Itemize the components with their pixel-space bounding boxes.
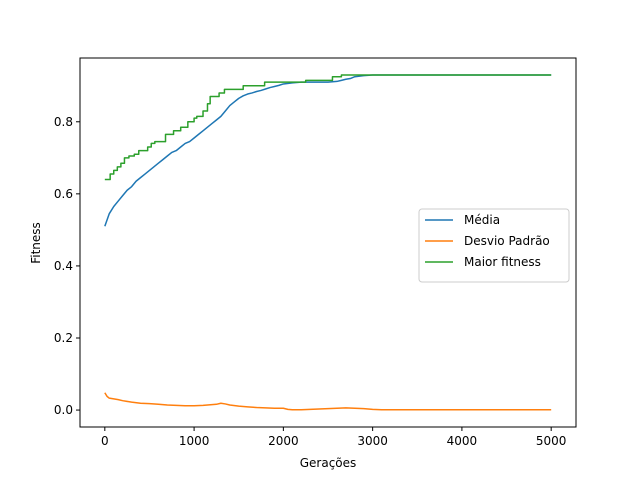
series-line-1: [104, 392, 552, 411]
y-axis-label: Fitness: [29, 222, 43, 264]
y-tick-label: 0.0: [54, 403, 73, 417]
axes-frame: [79, 57, 577, 428]
y-tick-label: 0.2: [54, 331, 73, 345]
x-axis-label: Gerações: [300, 456, 357, 470]
y-tick-label: 0.6: [54, 187, 73, 201]
legend-box: [418, 208, 570, 283]
y-axis-ticks: 0.0 0.2 0.4 0.6 0.8: [54, 115, 80, 417]
x-axis-ticks: 0 1000 2000 3000 4000 5000: [101, 427, 566, 448]
x-tick-label: 5000: [536, 434, 567, 448]
legend-label: Maior fitness: [464, 255, 541, 269]
x-tick-label: 1000: [179, 434, 210, 448]
x-tick-label: 3000: [357, 434, 388, 448]
series-line-2: [104, 74, 552, 181]
x-tick-label: 2000: [268, 434, 299, 448]
plot-lines: [104, 74, 552, 411]
legend-label: Média: [464, 213, 500, 227]
y-tick-label: 0.8: [54, 115, 73, 129]
y-tick-label: 0.4: [54, 259, 73, 273]
series-line-0: [104, 74, 552, 227]
legend-label: Desvio Padrão: [464, 234, 550, 248]
x-tick-label: 4000: [447, 434, 478, 448]
legend: Média Desvio Padrão Maior fitness: [418, 208, 570, 283]
x-tick-label: 0: [101, 434, 109, 448]
